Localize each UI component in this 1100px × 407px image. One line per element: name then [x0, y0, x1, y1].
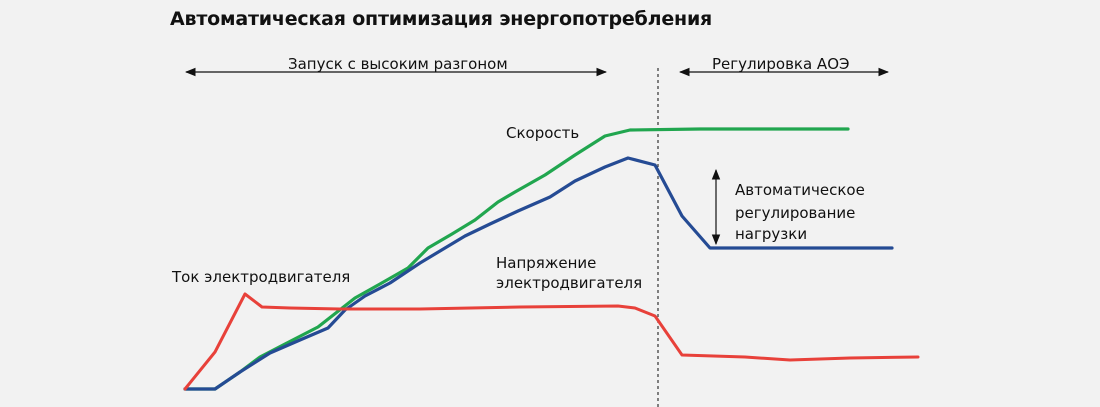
load-label-line2: регулирование — [735, 204, 856, 222]
startup-phase-label: Запуск с высоким разгоном — [288, 55, 508, 73]
load-label-line3: нагрузки — [735, 225, 808, 243]
voltage-label-line2: электродвигателя — [496, 274, 643, 292]
speed-label: Скорость — [506, 124, 580, 142]
voltage-label-line1: Напряжение — [496, 254, 597, 272]
current-curve — [183, 292, 920, 391]
voltage-curve — [183, 156, 894, 391]
aeo-phase-label: Регулировка АОЭ — [712, 55, 850, 73]
page-title: Автоматическая оптимизация энергопотребл… — [170, 8, 713, 30]
current-label: Ток электродвигателя — [172, 268, 351, 286]
load-label-line1: Автоматическое — [735, 181, 865, 199]
